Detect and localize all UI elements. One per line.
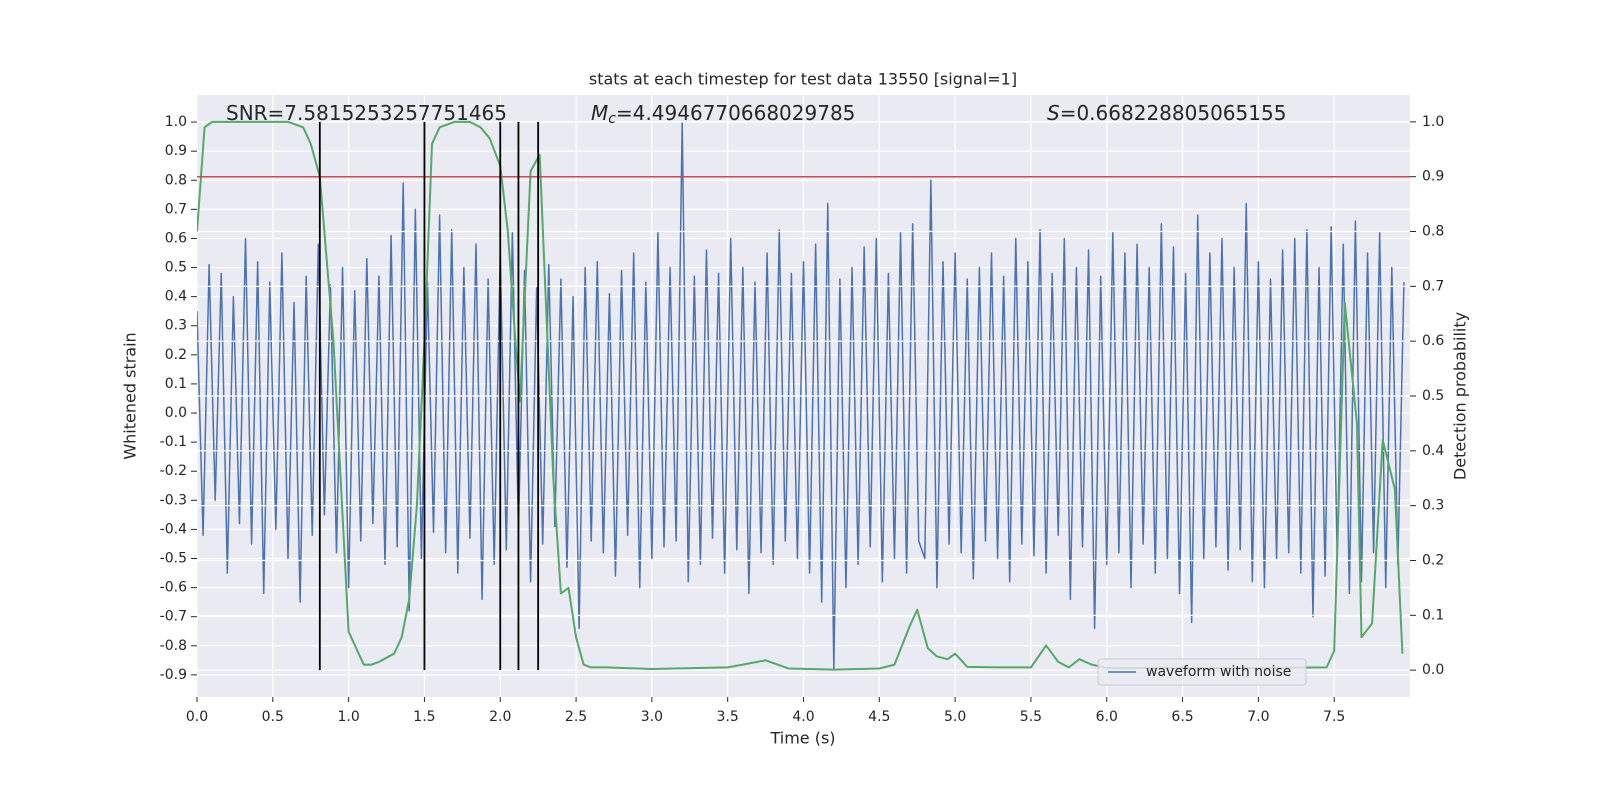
y-tick-label: 0.1 xyxy=(165,376,187,392)
y2-tick-label: 0.9 xyxy=(1422,169,1444,185)
y-tick-label: 0.0 xyxy=(165,405,187,421)
x-tick-label: 1.5 xyxy=(413,709,435,725)
y-tick-label: -0.4 xyxy=(160,521,187,537)
y-tick-label: 0.6 xyxy=(165,230,187,246)
annotation: SNR=7.5815253257751465 xyxy=(226,101,507,125)
x-tick-label: 6.5 xyxy=(1171,709,1193,725)
y-tick-label: 1.0 xyxy=(165,114,187,130)
annotation: Mc=4.4946770668029785 xyxy=(591,101,855,128)
annotation-subscript: c xyxy=(608,111,616,127)
legend-label: waveform with noise xyxy=(1146,664,1291,680)
y2-axis-label: Detection probability xyxy=(1451,312,1470,480)
y2-tick-label: 1.0 xyxy=(1422,114,1444,130)
y-tick-label: -0.9 xyxy=(160,667,187,683)
x-tick-label: 5.0 xyxy=(944,709,966,725)
y-tick-label: -0.3 xyxy=(160,492,187,508)
x-tick-label: 0.0 xyxy=(186,709,208,725)
x-tick-label: 6.0 xyxy=(1096,709,1118,725)
annotation-symbol: M xyxy=(591,101,608,125)
x-tick-label: 0.5 xyxy=(262,709,284,725)
y-tick-label: 0.7 xyxy=(165,201,187,217)
x-tick-label: 2.5 xyxy=(565,709,587,725)
y-axis-label: Whitened strain xyxy=(121,332,140,459)
y-tick-label: -0.5 xyxy=(160,551,187,567)
chart-title: stats at each timestep for test data 135… xyxy=(589,70,1017,89)
y2-tick-label: 0.8 xyxy=(1422,224,1444,240)
annotation-symbol: S xyxy=(1047,101,1060,125)
y2-tick-label: 0.6 xyxy=(1422,333,1444,349)
y-tick-label: -0.1 xyxy=(160,434,187,450)
y-tick-label: -0.6 xyxy=(160,580,187,596)
annotation: S=0.668228805065155 xyxy=(1047,101,1286,125)
y2-tick-label: 0.3 xyxy=(1422,498,1444,514)
annotation-text: =4.4946770668029785 xyxy=(616,101,855,125)
x-tick-label: 4.5 xyxy=(868,709,890,725)
x-tick-label: 7.0 xyxy=(1247,709,1269,725)
waveform-line xyxy=(197,121,1405,670)
y-tick-label: -0.8 xyxy=(160,638,187,654)
y-tick-label: 0.3 xyxy=(165,318,187,334)
annotation-text: =0.668228805065155 xyxy=(1060,101,1287,125)
x-tick-label: 3.5 xyxy=(717,709,739,725)
y-tick-label: 0.8 xyxy=(165,172,187,188)
y-tick-label: 0.9 xyxy=(165,143,187,159)
x-tick-label: 7.5 xyxy=(1323,709,1345,725)
x-tick-label: 3.0 xyxy=(641,709,663,725)
x-tick-label: 1.0 xyxy=(337,709,359,725)
y-tick-label: 0.5 xyxy=(165,260,187,276)
x-tick-label: 5.5 xyxy=(1020,709,1042,725)
x-axis-label: Time (s) xyxy=(769,729,835,748)
y2-tick-label: 0.4 xyxy=(1422,443,1444,459)
y-tick-label: -0.7 xyxy=(160,609,187,625)
x-tick-label: 2.0 xyxy=(489,709,511,725)
probability-line xyxy=(197,120,1404,671)
annotation-text: SNR=7.5815253257751465 xyxy=(226,101,507,125)
y-tick-label: 0.4 xyxy=(165,289,187,305)
y2-tick-label: 0.0 xyxy=(1422,662,1444,678)
y2-tick-label: 0.7 xyxy=(1422,278,1444,294)
y-tick-label: 0.2 xyxy=(165,347,187,363)
legend-box xyxy=(1097,658,1307,686)
y2-tick-label: 0.2 xyxy=(1422,552,1444,568)
y2-tick-label: 0.1 xyxy=(1422,607,1444,623)
y-tick-label: -0.2 xyxy=(160,463,187,479)
y2-tick-label: 0.5 xyxy=(1422,388,1444,404)
x-tick-label: 4.0 xyxy=(792,709,814,725)
